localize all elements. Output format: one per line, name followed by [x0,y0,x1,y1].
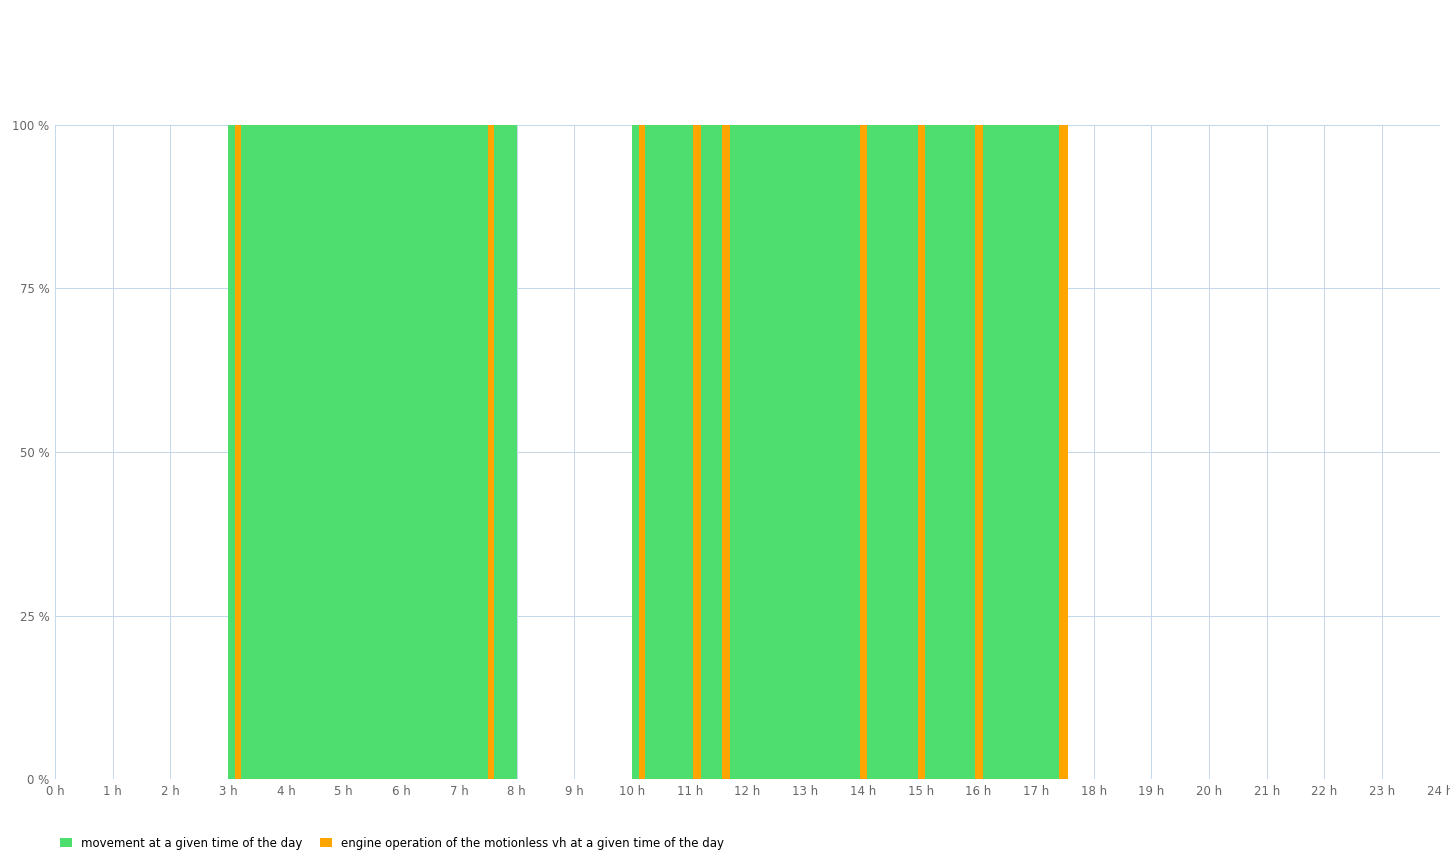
Bar [1058,125,1067,779]
Bar [918,125,925,779]
Bar [722,125,731,779]
Bar [228,125,235,779]
Bar [693,125,702,779]
Bar [493,125,516,779]
Bar [731,125,860,779]
Bar [639,125,645,779]
Bar [645,125,693,779]
Text: 🔒  Diagram: Work Distribution by Time Period: 🔒 Diagram: Work Distribution by Time Per… [6,50,274,64]
Bar [702,125,722,779]
Legend: movement at a given time of the day, engine operation of the motionless vh at a : movement at a given time of the day, eng… [55,832,729,854]
Text: ⬜: ⬜ [1438,12,1446,22]
Bar [925,125,976,779]
Bar [867,125,918,779]
Bar [860,125,867,779]
Text: ⊡  ×: ⊡ × [1420,52,1446,62]
Bar [487,125,493,779]
Bar [983,125,1058,779]
Bar [241,125,487,779]
Text: Diagram: Work Distribution by Time ...    ×    +: Diagram: Work Distribution by Time ... ×… [6,10,283,24]
Bar [632,125,639,779]
Bar [235,125,241,779]
Bar [976,125,983,779]
